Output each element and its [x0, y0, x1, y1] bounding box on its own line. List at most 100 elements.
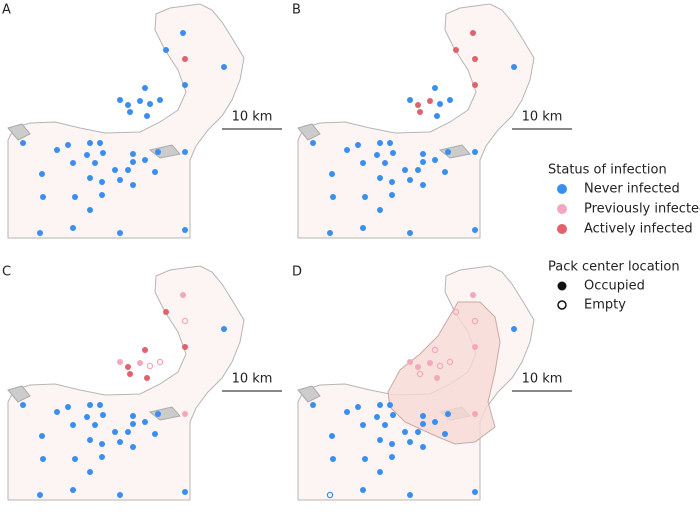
pack-center	[117, 439, 123, 445]
pack-center	[37, 492, 43, 498]
pack-center	[329, 171, 335, 177]
pack-center	[142, 419, 148, 425]
pack-center	[434, 375, 440, 381]
legend-title: Pack center location	[548, 260, 680, 275]
legend-title: Status of infection	[548, 163, 667, 178]
pack-center	[142, 85, 148, 91]
pack-center	[374, 414, 380, 420]
pack-center	[431, 346, 439, 354]
pack-center	[142, 157, 148, 163]
pack-center	[117, 230, 123, 236]
pack-center	[390, 412, 396, 418]
pack-center	[360, 225, 366, 231]
pack-center	[152, 431, 158, 437]
pack-center	[180, 30, 186, 36]
pack-center	[330, 194, 336, 200]
pack-center	[180, 292, 186, 298]
legend-dot	[557, 300, 567, 310]
pack-center	[65, 142, 71, 148]
pack-center	[472, 489, 478, 495]
pack-center	[157, 97, 163, 103]
pack-center	[99, 441, 105, 447]
panel-label: D	[292, 265, 302, 280]
pack-center	[99, 192, 105, 198]
pack-center	[97, 402, 103, 408]
pack-center	[87, 175, 93, 181]
pack-center	[511, 326, 517, 332]
pack-center	[130, 421, 136, 427]
legend-item: Empty	[584, 298, 626, 313]
infected-area	[387, 301, 501, 445]
pack-center	[420, 444, 426, 450]
pack-center	[442, 431, 448, 437]
pack-center	[70, 160, 76, 166]
pack-center	[221, 326, 227, 332]
pack-center	[420, 182, 426, 188]
pack-center	[389, 192, 395, 198]
pack-center	[182, 227, 188, 233]
landmass	[7, 3, 245, 239]
pack-center	[442, 169, 448, 175]
pack-center	[127, 371, 133, 377]
pack-center	[470, 30, 476, 36]
pack-center	[362, 194, 368, 200]
pack-center	[99, 454, 105, 460]
pack-center	[390, 150, 396, 156]
pack-center	[70, 487, 76, 493]
pack-center	[389, 441, 395, 447]
pack-center	[310, 140, 316, 146]
pack-center	[182, 56, 188, 62]
panel-label: C	[2, 265, 11, 280]
pack-center	[39, 433, 45, 439]
pack-center	[417, 109, 423, 115]
legend-dot	[557, 204, 567, 214]
legend-item: Occupied	[584, 279, 645, 294]
pack-center	[92, 422, 98, 428]
pack-center	[360, 422, 366, 428]
pack-center	[437, 101, 443, 107]
pack-center	[130, 182, 136, 188]
pack-center	[130, 444, 136, 450]
pack-center	[407, 230, 413, 236]
panels: A 10 km B 10 km C 10 km D 10 km	[2, 3, 572, 501]
pack-center	[415, 102, 421, 108]
pack-center	[70, 225, 76, 231]
pack-center	[344, 409, 350, 415]
pack-center	[181, 317, 189, 325]
pack-center	[407, 492, 413, 498]
legend-item: Actively infected	[584, 222, 693, 237]
panel-label: A	[2, 3, 11, 18]
pack-center	[54, 147, 60, 153]
pack-center	[87, 469, 93, 475]
pack-center	[137, 360, 143, 366]
pack-center	[182, 82, 188, 88]
pack-center	[445, 149, 451, 155]
pack-center	[221, 64, 227, 70]
pack-center	[310, 402, 316, 408]
pack-center	[155, 149, 161, 155]
landmass	[297, 3, 535, 239]
legend: Status of infection Never infected Previ…	[548, 163, 700, 313]
pack-center	[87, 207, 93, 213]
pack-center	[112, 429, 118, 435]
pack-center	[402, 429, 408, 435]
pack-center	[147, 101, 153, 107]
pack-center	[130, 413, 136, 419]
landmass	[7, 265, 245, 501]
pack-center	[377, 175, 383, 181]
pack-center	[327, 230, 333, 236]
scale-label: 10 km	[232, 110, 273, 125]
pack-center	[84, 414, 90, 420]
pack-center	[97, 140, 103, 146]
map-panel: A 10 km	[2, 3, 282, 239]
pack-center	[445, 411, 451, 417]
pack-center	[471, 317, 479, 325]
pack-center	[377, 402, 383, 408]
panel-label: B	[292, 3, 301, 18]
pack-center	[182, 344, 188, 350]
lake	[7, 123, 181, 159]
pack-center	[146, 362, 154, 370]
pack-center	[452, 308, 460, 316]
pack-center	[92, 160, 98, 166]
pack-center	[360, 487, 366, 493]
